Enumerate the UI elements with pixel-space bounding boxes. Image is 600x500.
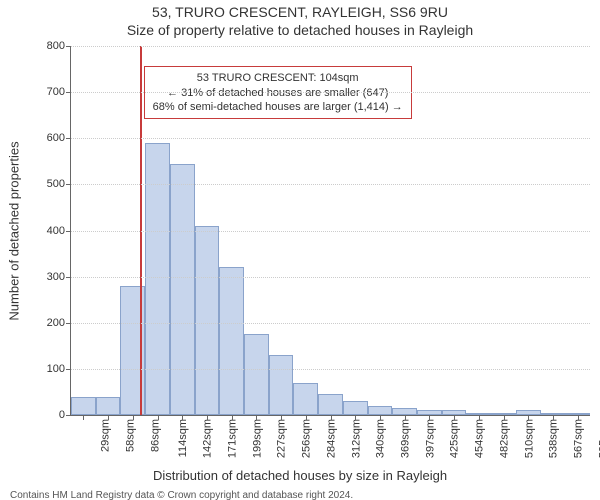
x-tick-mark bbox=[405, 415, 406, 420]
grid-line bbox=[71, 323, 590, 324]
x-tick-label: 284sqm bbox=[325, 419, 337, 458]
histogram-bar bbox=[96, 397, 121, 415]
x-tick-label: 425sqm bbox=[449, 419, 461, 458]
y-tick-mark bbox=[66, 184, 71, 185]
x-axis-label: Distribution of detached houses by size … bbox=[0, 468, 600, 483]
x-tick-mark bbox=[108, 415, 109, 420]
grid-line bbox=[71, 92, 590, 93]
x-tick-label: 340sqm bbox=[375, 419, 387, 458]
x-tick-mark bbox=[553, 415, 554, 420]
y-tick-mark bbox=[66, 277, 71, 278]
x-tick-label: 454sqm bbox=[474, 419, 486, 458]
x-tick-label: 227sqm bbox=[276, 419, 288, 458]
y-axis-label: Number of detached properties bbox=[7, 141, 22, 320]
x-tick-mark bbox=[331, 415, 332, 420]
x-tick-mark bbox=[454, 415, 455, 420]
x-tick-mark bbox=[83, 415, 84, 420]
x-tick-label: 510sqm bbox=[523, 419, 535, 458]
x-tick-mark bbox=[355, 415, 356, 420]
histogram-bar bbox=[219, 267, 244, 415]
y-tick-mark bbox=[66, 231, 71, 232]
x-tick-label: 58sqm bbox=[125, 419, 137, 452]
x-tick-mark bbox=[306, 415, 307, 420]
x-tick-mark bbox=[256, 415, 257, 420]
histogram-bar bbox=[71, 397, 96, 415]
y-tick-mark bbox=[66, 369, 71, 370]
x-tick-mark bbox=[207, 415, 208, 420]
annotation-line3: 68% of semi-detached houses are larger (… bbox=[153, 100, 403, 114]
grid-line bbox=[71, 138, 590, 139]
footer-line1: Contains HM Land Registry data © Crown c… bbox=[10, 489, 590, 500]
y-tick-mark bbox=[66, 415, 71, 416]
x-tick-label: 256sqm bbox=[301, 419, 313, 458]
histogram-bar bbox=[244, 334, 269, 415]
page-title-line2: Size of property relative to detached ho… bbox=[0, 22, 600, 38]
y-tick-mark bbox=[66, 323, 71, 324]
x-tick-mark bbox=[528, 415, 529, 420]
histogram-bar bbox=[343, 401, 368, 415]
grid-line bbox=[71, 184, 590, 185]
x-tick-label: 482sqm bbox=[498, 419, 510, 458]
histogram-bar bbox=[293, 383, 318, 415]
x-tick-label: 199sqm bbox=[251, 419, 263, 458]
x-tick-label: 369sqm bbox=[399, 419, 411, 458]
histogram-bar bbox=[195, 226, 220, 415]
histogram-bar bbox=[269, 355, 294, 415]
x-tick-label: 567sqm bbox=[572, 419, 584, 458]
x-tick-label: 142sqm bbox=[202, 419, 214, 458]
histogram-bar bbox=[368, 406, 393, 415]
x-tick-mark bbox=[429, 415, 430, 420]
x-tick-mark bbox=[479, 415, 480, 420]
chart-container: Number of detached properties 53 TRURO C… bbox=[70, 46, 590, 416]
footer: Contains HM Land Registry data © Crown c… bbox=[10, 489, 590, 500]
x-tick-label: 397sqm bbox=[424, 419, 436, 458]
x-tick-mark bbox=[232, 415, 233, 420]
x-tick-label: 29sqm bbox=[100, 419, 112, 452]
x-tick-mark bbox=[158, 415, 159, 420]
x-tick-mark bbox=[281, 415, 282, 420]
x-tick-label: 312sqm bbox=[350, 419, 362, 458]
x-tick-mark bbox=[504, 415, 505, 420]
y-tick-mark bbox=[66, 92, 71, 93]
grid-line bbox=[71, 46, 590, 47]
x-tick-label: 538sqm bbox=[548, 419, 560, 458]
grid-line bbox=[71, 369, 590, 370]
x-tick-label: 86sqm bbox=[149, 419, 161, 452]
x-tick-mark bbox=[133, 415, 134, 420]
y-tick-mark bbox=[66, 138, 71, 139]
histogram-bar bbox=[170, 164, 195, 415]
y-tick-mark bbox=[66, 46, 71, 47]
page-title-line1: 53, TRURO CRESCENT, RAYLEIGH, SS6 9RU bbox=[0, 4, 600, 20]
x-tick-mark bbox=[380, 415, 381, 420]
grid-line bbox=[71, 231, 590, 232]
plot-area: 53 TRURO CRESCENT: 104sqm ← 31% of detac… bbox=[70, 46, 590, 416]
x-tick-mark bbox=[578, 415, 579, 420]
grid-line bbox=[71, 277, 590, 278]
x-tick-mark bbox=[182, 415, 183, 420]
x-tick-label: 171sqm bbox=[226, 419, 238, 458]
histogram-bar bbox=[392, 408, 417, 415]
x-tick-label: 114sqm bbox=[177, 419, 189, 457]
annotation-line1: 53 TRURO CRESCENT: 104sqm bbox=[153, 71, 403, 85]
histogram-bar bbox=[318, 394, 343, 415]
